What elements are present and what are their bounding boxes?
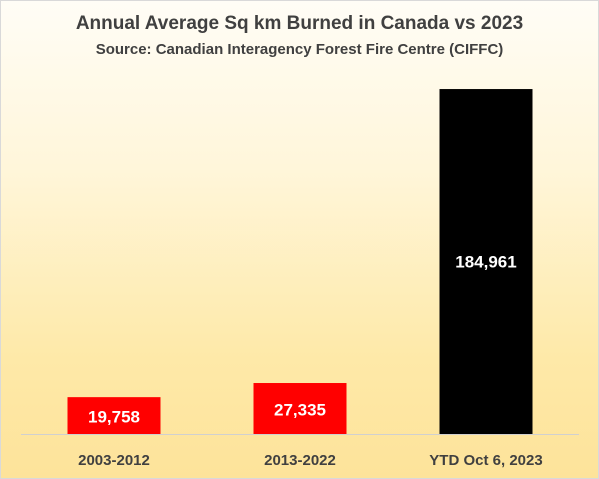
x-tick-label: 2013-2022 — [264, 452, 336, 469]
bar-2013-2022 — [253, 383, 347, 434]
data-label: 27,335 — [274, 401, 326, 420]
x-tick-label: 2003-2012 — [78, 452, 150, 469]
chart-title: Annual Average Sq km Burned in Canada vs… — [75, 13, 524, 34]
data-label: 19,758 — [88, 408, 140, 427]
x-tick-label: YTD Oct 6, 2023 — [429, 452, 542, 469]
chart-subtitle: Source: Canadian Interagency Forest Fire… — [95, 41, 504, 58]
bar-2003-2012 — [67, 397, 161, 434]
bar-ytd-oct-6-2023 — [439, 89, 533, 435]
data-label: 184,961 — [455, 253, 516, 272]
